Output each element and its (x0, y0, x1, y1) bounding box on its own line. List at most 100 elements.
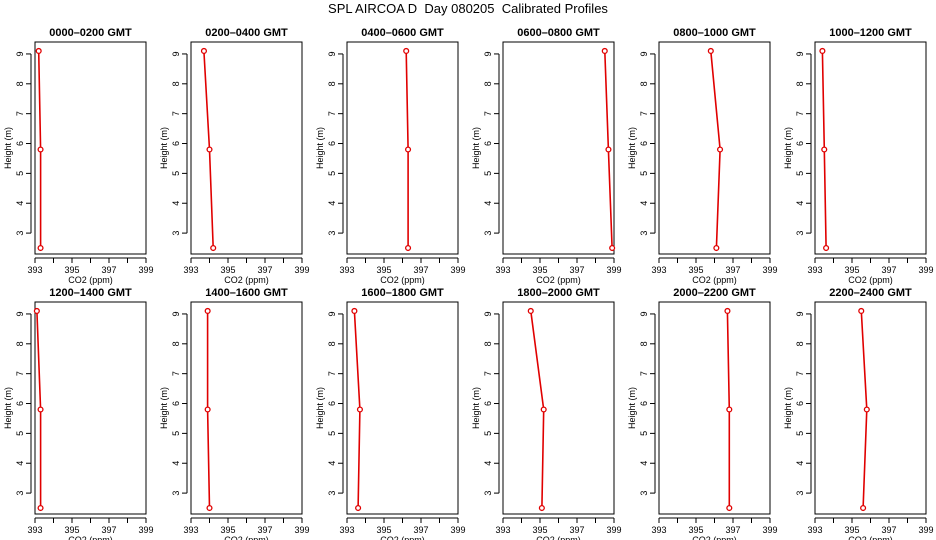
x-tick-label: 397 (881, 265, 896, 275)
y-tick-label: 4 (795, 201, 805, 206)
y-axis-label: Height (m) (627, 387, 637, 429)
figure-title: SPL AIRCOA D Day 080205 Calibrated Profi… (328, 1, 608, 16)
y-tick-label: 7 (483, 111, 493, 116)
panel-title: 2000–2200 GMT (673, 287, 756, 299)
y-tick-label: 7 (639, 371, 649, 376)
y-tick-label: 9 (327, 51, 337, 56)
plot-frame (346, 41, 459, 255)
y-tick-label: 6 (483, 141, 493, 146)
plot-frame (814, 41, 927, 255)
y-tick-label: 9 (639, 311, 649, 316)
x-tick-label: 399 (450, 265, 465, 275)
y-tick-label: 9 (15, 51, 25, 56)
y-tick-label: 8 (15, 341, 25, 346)
x-tick-label: 399 (606, 265, 621, 275)
y-tick-label: 9 (171, 311, 181, 316)
y-tick-label: 3 (15, 491, 25, 496)
data-point (33, 307, 40, 315)
plot-frame (502, 301, 615, 515)
y-tick-label: 9 (795, 51, 805, 56)
y-tick-label: 3 (639, 231, 649, 236)
x-tick-label: 397 (569, 265, 584, 275)
y-tick-label: 6 (15, 141, 25, 146)
panel-title: 0000–0200 GMT (49, 27, 132, 39)
y-tick-label: 8 (795, 341, 805, 346)
x-tick-label: 395 (688, 525, 703, 535)
y-tick-label: 6 (795, 401, 805, 406)
panel-title: 0400–0600 GMT (361, 27, 444, 39)
data-point (609, 244, 616, 252)
data-point (863, 406, 870, 413)
x-tick-label: 395 (64, 525, 79, 535)
data-point (726, 504, 733, 512)
x-tick-label: 397 (569, 525, 584, 535)
y-axis-label: Height (m) (3, 387, 13, 429)
x-tick-label: 393 (651, 265, 666, 275)
x-tick-label: 397 (413, 265, 428, 275)
panel-title: 1200–1400 GMT (49, 287, 132, 299)
x-tick-label: 393 (495, 525, 510, 535)
x-tick-label: 393 (27, 525, 42, 535)
data-point (204, 406, 211, 413)
x-tick-label: 395 (220, 265, 235, 275)
x-tick-label: 393 (339, 265, 354, 275)
y-tick-label: 5 (15, 171, 25, 176)
data-point (204, 307, 211, 315)
y-axis-label: Height (m) (471, 127, 481, 169)
data-point (819, 47, 826, 55)
x-axis-label: CO2 (ppm) (692, 535, 737, 540)
data-point (538, 504, 545, 512)
x-tick-label: 399 (918, 525, 933, 535)
y-tick-label: 8 (171, 81, 181, 86)
y-tick-label: 4 (795, 461, 805, 466)
x-axis-label: CO2 (ppm) (224, 535, 269, 540)
x-tick-label: 399 (138, 265, 153, 275)
y-tick-label: 8 (639, 81, 649, 86)
y-axis-label: Height (m) (159, 127, 169, 169)
x-tick-label: 393 (807, 265, 822, 275)
y-tick-label: 3 (795, 231, 805, 236)
y-tick-label: 3 (795, 491, 805, 496)
x-tick-label: 393 (183, 265, 198, 275)
y-tick-label: 5 (795, 431, 805, 436)
data-point (821, 146, 828, 153)
data-point (355, 504, 362, 512)
x-tick-label: 397 (257, 525, 272, 535)
y-tick-label: 5 (15, 431, 25, 436)
data-point (601, 47, 608, 55)
y-tick-label: 6 (639, 401, 649, 406)
data-point (403, 47, 410, 55)
x-tick-label: 399 (918, 265, 933, 275)
data-point (605, 146, 612, 153)
y-tick-label: 3 (483, 491, 493, 496)
y-tick-label: 8 (327, 341, 337, 346)
x-axis-label: CO2 (ppm) (692, 275, 737, 285)
x-axis-label: CO2 (ppm) (848, 275, 893, 285)
y-tick-label: 7 (171, 111, 181, 116)
x-tick-label: 395 (376, 265, 391, 275)
x-tick-label: 393 (651, 525, 666, 535)
x-tick-label: 399 (450, 525, 465, 535)
plot-frame (34, 301, 147, 515)
x-axis-label: CO2 (ppm) (380, 275, 425, 285)
data-point (37, 504, 44, 512)
y-tick-label: 4 (171, 201, 181, 206)
data-point (726, 406, 733, 413)
x-tick-label: 395 (844, 525, 859, 535)
panel-title: 1600–1800 GMT (361, 287, 444, 299)
data-point (404, 244, 412, 252)
data-point (37, 406, 44, 413)
data-point (527, 307, 534, 315)
y-tick-label: 8 (795, 81, 805, 86)
x-tick-label: 397 (725, 525, 740, 535)
x-axis-label: CO2 (ppm) (224, 275, 269, 285)
x-tick-label: 399 (762, 265, 777, 275)
data-point (210, 244, 217, 252)
y-axis-label: Height (m) (783, 127, 793, 169)
x-axis-label: CO2 (ppm) (380, 535, 425, 540)
y-tick-label: 7 (795, 371, 805, 376)
plot-frame (814, 301, 927, 515)
x-axis-label: CO2 (ppm) (848, 535, 893, 540)
y-tick-label: 3 (327, 491, 337, 496)
